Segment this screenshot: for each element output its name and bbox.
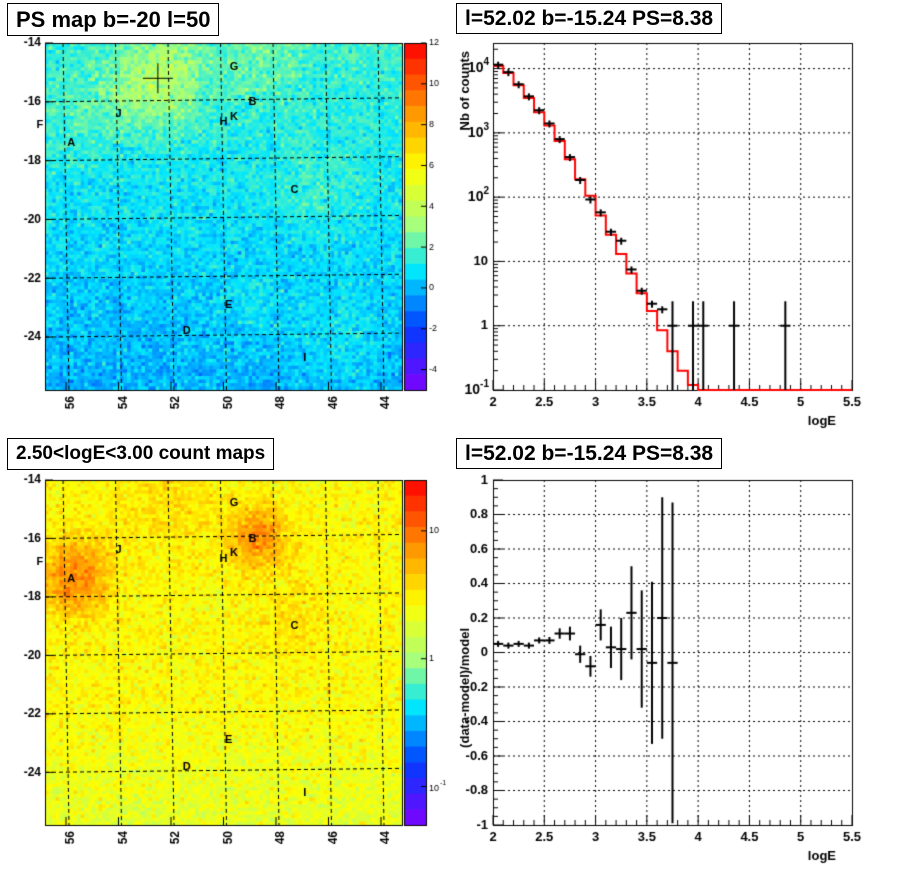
title-ps-map: PS map b=-20 l=50 [7,3,220,36]
title-count-map: 2.50<logE<3.00 count maps [7,438,275,470]
title-spectrum: l=52.02 b=-15.24 PS=8.38 [456,3,723,34]
title-residuals: l=52.02 b=-15.24 PS=8.38 [456,438,723,469]
